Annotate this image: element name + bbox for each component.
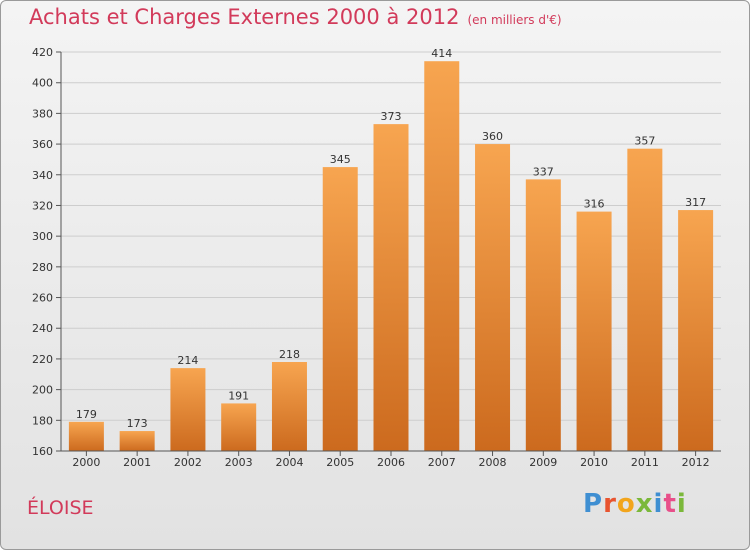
bar-2010 <box>576 211 612 451</box>
bar-2002 <box>170 368 206 451</box>
x-tick-label: 2007 <box>428 456 456 469</box>
bar-2007 <box>424 61 460 451</box>
x-tick-label: 2010 <box>580 456 608 469</box>
bar-value-label: 214 <box>177 354 198 367</box>
bar-value-label: 179 <box>76 408 97 421</box>
bar-value-label: 345 <box>330 153 351 166</box>
x-tick-label: 2008 <box>479 456 507 469</box>
logo-letter: i <box>676 489 687 519</box>
bar-2003 <box>221 403 257 451</box>
y-tick-label: 220 <box>32 353 53 366</box>
y-tick-label: 160 <box>32 445 53 458</box>
bar-value-label: 373 <box>381 110 402 123</box>
bar-2004 <box>271 361 307 451</box>
y-tick-label: 340 <box>32 169 53 182</box>
y-tick-label: 320 <box>32 199 53 212</box>
y-tick-label: 240 <box>32 322 53 335</box>
bar-value-label: 173 <box>127 417 148 430</box>
bar-value-label: 316 <box>584 198 605 211</box>
bar-2005 <box>322 167 358 451</box>
x-tick-label: 2001 <box>123 456 151 469</box>
y-tick-label: 400 <box>32 77 53 90</box>
y-tick-label: 200 <box>32 384 53 397</box>
x-tick-label: 2002 <box>174 456 202 469</box>
y-tick-label: 380 <box>32 107 53 120</box>
proxiti-logo: Proxiti <box>583 489 687 519</box>
bar-value-label: 218 <box>279 348 300 361</box>
logo-letter: P <box>583 489 604 519</box>
chart-title: Achats et Charges Externes 2000 à 2012 (e… <box>29 5 562 29</box>
x-tick-label: 2003 <box>225 456 253 469</box>
x-tick-label: 2000 <box>72 456 100 469</box>
bar-value-label: 414 <box>431 47 452 60</box>
bar-2006 <box>373 124 409 451</box>
bars: 179 173 214 191 218 345 373 414 360 337 316 357 317 <box>68 47 714 452</box>
x-tick-label: 2012 <box>682 456 710 469</box>
x-tick-label: 2005 <box>326 456 354 469</box>
bar-value-label: 317 <box>685 196 706 209</box>
bar-value-label: 191 <box>228 389 249 402</box>
x-tick-label: 2004 <box>275 456 303 469</box>
logo-letter: t <box>663 489 677 519</box>
chart-title-text: Achats et Charges Externes 2000 à 2012 <box>29 5 460 29</box>
bar-2008 <box>475 144 511 452</box>
chart-unit: (en milliers d'€) <box>467 13 562 27</box>
bar-2011 <box>627 148 663 451</box>
bar-value-label: 360 <box>482 130 503 143</box>
x-tick-label: 2011 <box>631 456 659 469</box>
logo-letter: i <box>653 489 664 519</box>
y-tick-label: 180 <box>32 414 53 427</box>
y-tick-label: 260 <box>32 292 53 305</box>
x-tick-label: 2009 <box>529 456 557 469</box>
bar-2000 <box>68 421 104 451</box>
logo-letter: o <box>616 489 636 519</box>
bar-value-label: 337 <box>533 165 554 178</box>
logo-letter: r <box>603 489 617 519</box>
y-tick-label: 360 <box>32 138 53 151</box>
bar-2001 <box>119 431 155 451</box>
axes: 160 180 200 220 240 260 280 300 320 340 360 380 400 4… <box>32 46 721 469</box>
logo-letter: x <box>635 489 654 519</box>
bar-2009 <box>525 179 561 451</box>
bar-value-label: 357 <box>634 135 655 148</box>
x-tick-label: 2006 <box>377 456 405 469</box>
y-tick-label: 280 <box>32 261 53 274</box>
commune-name: ÉLOISE <box>27 497 94 519</box>
y-tick-label: 420 <box>32 46 53 59</box>
y-tick-label: 300 <box>32 230 53 243</box>
bar-2012 <box>678 210 714 451</box>
